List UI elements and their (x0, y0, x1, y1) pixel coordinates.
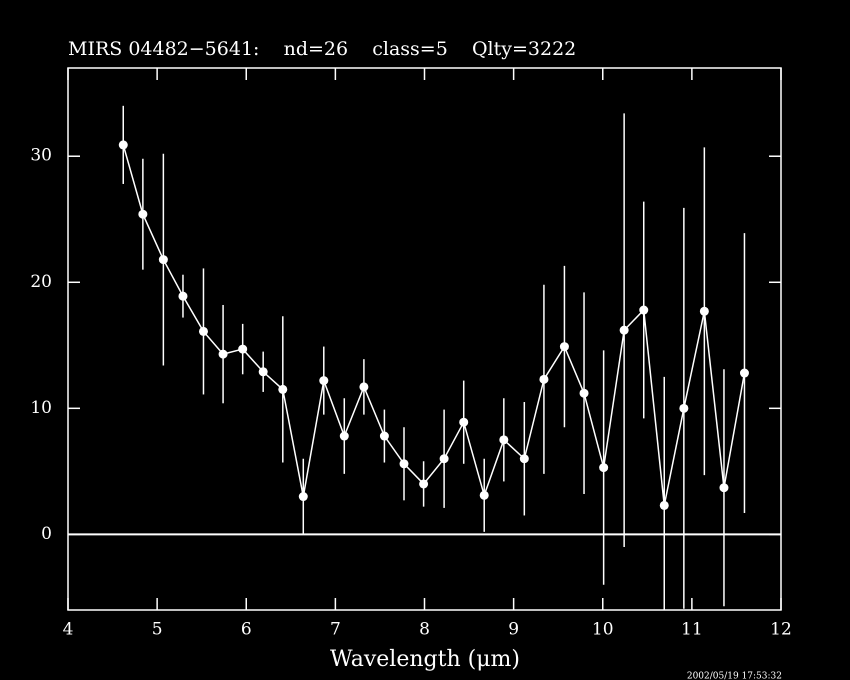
data-point (619, 325, 629, 335)
data-point (579, 388, 589, 398)
data-point (178, 291, 188, 301)
data-point (499, 435, 509, 445)
data-point (599, 463, 609, 473)
x-tick-label: 6 (241, 620, 252, 640)
data-point (659, 500, 669, 510)
x-tick-label: 9 (508, 620, 519, 640)
y-tick-label: 30 (30, 146, 52, 166)
x-tick-label: 10 (592, 620, 614, 640)
data-point (739, 368, 749, 378)
data-point (419, 479, 429, 489)
data-point (459, 417, 469, 427)
data-point (339, 431, 349, 441)
timestamp: 2002/05/19 17:53:32 (687, 672, 782, 680)
data-point (679, 403, 689, 413)
x-tick-label: 5 (152, 620, 163, 640)
plot-area (68, 105, 781, 610)
data-point (258, 367, 268, 377)
data-point (278, 384, 288, 394)
x-tick-label: 11 (681, 620, 703, 640)
data-point (138, 209, 148, 219)
data-point (238, 344, 248, 354)
data-point (118, 140, 128, 150)
data-point (559, 342, 569, 352)
x-tick-label: 4 (63, 620, 74, 640)
data-point (218, 349, 228, 359)
x-tick-label: 8 (419, 620, 430, 640)
chart-title: MIRS 04482−5641: nd=26 class=5 Qlty=3222 (68, 38, 576, 60)
data-point (639, 305, 649, 315)
data-point (479, 490, 489, 500)
data-point (359, 382, 369, 392)
y-tick-label: 0 (41, 524, 52, 544)
x-tick-label: 12 (770, 620, 792, 640)
data-point (158, 255, 168, 265)
data-point (719, 483, 729, 493)
data-point (298, 492, 308, 502)
data-point (198, 326, 208, 336)
x-axis-label: Wavelength (μm) (330, 647, 520, 672)
data-point (539, 374, 549, 384)
data-point (319, 376, 329, 386)
plot-frame (67, 67, 782, 611)
data-point (379, 431, 389, 441)
data-point (439, 454, 449, 464)
data-point (399, 459, 409, 469)
y-tick-label: 10 (30, 398, 52, 418)
x-tick-label: 7 (330, 620, 341, 640)
data-point (519, 454, 529, 464)
data-line (122, 144, 746, 506)
data-point (699, 306, 709, 316)
y-tick-label: 20 (30, 272, 52, 292)
